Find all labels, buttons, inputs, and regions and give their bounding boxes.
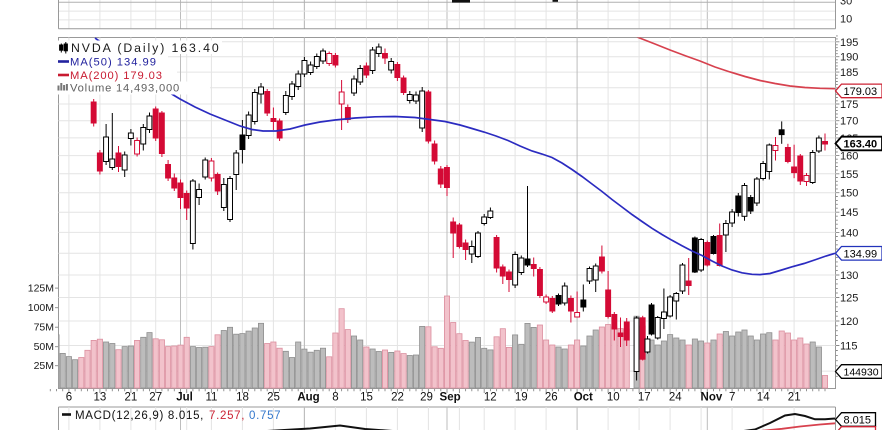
svg-text:Nov: Nov — [701, 392, 723, 404]
svg-text:7.257,: 7.257, — [209, 410, 245, 422]
svg-text:24: 24 — [669, 392, 682, 404]
svg-text:30: 30 — [840, 0, 852, 8]
svg-text:160: 160 — [840, 151, 858, 163]
svg-text:115: 115 — [840, 341, 858, 353]
svg-text:13: 13 — [94, 392, 107, 404]
svg-text:8: 8 — [332, 392, 338, 404]
svg-text:17: 17 — [638, 392, 651, 404]
svg-text:100M: 100M — [28, 302, 54, 314]
svg-text:11: 11 — [206, 392, 218, 404]
svg-text:134.99: 134.99 — [844, 248, 878, 260]
svg-text:MA(200) 179.03: MA(200) 179.03 — [70, 70, 163, 82]
svg-text:Volume 14,493,000: Volume 14,493,000 — [70, 83, 180, 95]
svg-text:12: 12 — [484, 392, 497, 404]
svg-text:29: 29 — [420, 392, 433, 404]
svg-text:7: 7 — [729, 392, 735, 404]
svg-text:75M: 75M — [34, 322, 54, 334]
svg-text:163.40: 163.40 — [844, 139, 878, 151]
svg-text:195: 195 — [840, 37, 858, 49]
svg-text:15: 15 — [360, 392, 373, 404]
svg-text:144930: 144930 — [844, 367, 879, 379]
svg-text:6: 6 — [66, 392, 72, 404]
svg-text:170: 170 — [840, 116, 858, 128]
svg-text:0.757: 0.757 — [249, 410, 281, 422]
svg-text:Jul: Jul — [176, 392, 193, 404]
svg-text:130: 130 — [840, 270, 858, 282]
svg-text:8.015: 8.015 — [844, 415, 872, 427]
svg-text:10: 10 — [840, 14, 852, 26]
svg-text:25M: 25M — [34, 360, 54, 372]
svg-text:155: 155 — [840, 169, 858, 181]
svg-text:18: 18 — [236, 392, 249, 404]
svg-text:190: 190 — [840, 52, 858, 64]
svg-text:26: 26 — [545, 392, 558, 404]
svg-text:179.03: 179.03 — [844, 86, 878, 98]
svg-text:Aug: Aug — [297, 392, 319, 404]
svg-text:19: 19 — [515, 392, 528, 404]
svg-text:NVDA (Daily) 163.40: NVDA (Daily) 163.40 — [71, 41, 221, 55]
svg-text:27: 27 — [149, 392, 162, 404]
svg-text:185: 185 — [840, 67, 858, 79]
svg-text:175: 175 — [840, 99, 858, 111]
svg-text:145: 145 — [840, 207, 858, 219]
svg-text:10: 10 — [607, 392, 620, 404]
svg-text:Oct: Oct — [574, 392, 593, 404]
svg-text:50M: 50M — [34, 341, 54, 353]
svg-text:125: 125 — [840, 293, 858, 305]
svg-text:22: 22 — [391, 392, 404, 404]
svg-text:150: 150 — [840, 188, 858, 200]
svg-text:Sep: Sep — [440, 392, 461, 404]
svg-text:140: 140 — [840, 227, 858, 239]
svg-text:25: 25 — [267, 392, 280, 404]
svg-text:21: 21 — [125, 392, 138, 404]
svg-text:14: 14 — [757, 392, 770, 404]
svg-text:120: 120 — [840, 316, 858, 328]
svg-text:21: 21 — [788, 392, 801, 404]
svg-text:125M: 125M — [28, 283, 54, 295]
svg-text:MA(50) 134.99: MA(50) 134.99 — [70, 57, 157, 69]
svg-text:MACD(12,26,9) 8.015,: MACD(12,26,9) 8.015, — [75, 410, 204, 422]
